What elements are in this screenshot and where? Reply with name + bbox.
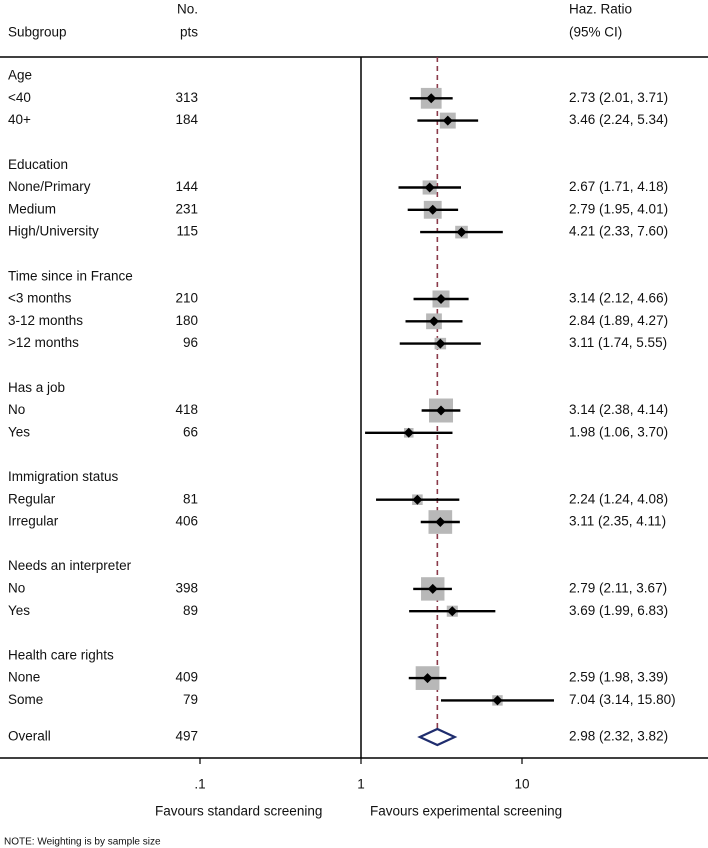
favours-standard-label: Favours standard screening bbox=[155, 804, 322, 819]
row-hr-text: 2.79 (1.95, 4.01) bbox=[569, 201, 668, 216]
row-label: 40+ bbox=[8, 112, 31, 127]
row-label: Yes bbox=[8, 424, 30, 439]
point-estimate bbox=[492, 695, 503, 706]
row-label: Some bbox=[8, 692, 43, 707]
point-estimate bbox=[403, 427, 414, 438]
row-n: 184 bbox=[175, 112, 198, 127]
row-n: 406 bbox=[175, 514, 198, 529]
row-hr-text: 1.98 (1.06, 3.70) bbox=[569, 424, 668, 439]
row-hr-text: 2.84 (1.89, 4.27) bbox=[569, 313, 668, 328]
point-estimate bbox=[426, 93, 437, 104]
header-n-line2: pts bbox=[180, 25, 198, 40]
row-label: <3 months bbox=[8, 291, 72, 306]
row-label: Medium bbox=[8, 201, 56, 216]
header-hr-line1: Haz. Ratio bbox=[569, 2, 632, 17]
row-n: 89 bbox=[183, 603, 198, 618]
group-title: Time since in France bbox=[8, 268, 133, 283]
row-label: None bbox=[8, 670, 40, 685]
point-estimate bbox=[442, 115, 453, 126]
row-label: 3-12 months bbox=[8, 313, 83, 328]
overall-hr-text: 2.98 (2.32, 3.82) bbox=[569, 729, 668, 744]
point-estimate bbox=[456, 227, 467, 238]
point-estimate bbox=[427, 583, 438, 594]
row-hr-text: 3.14 (2.12, 4.66) bbox=[569, 291, 668, 306]
row-hr-text: 2.79 (2.11, 3.67) bbox=[569, 580, 667, 595]
row-n: 409 bbox=[175, 670, 198, 685]
row-hr-text: 4.21 (2.33, 7.60) bbox=[569, 224, 668, 239]
row-n: 180 bbox=[175, 313, 198, 328]
point-estimate bbox=[424, 182, 435, 193]
row-n: 96 bbox=[183, 335, 198, 350]
row-hr-text: 7.04 (3.14, 15.80) bbox=[569, 692, 676, 707]
row-hr-text: 3.14 (2.38, 4.14) bbox=[569, 402, 668, 417]
point-estimate bbox=[436, 294, 447, 304]
overall-diamond bbox=[417, 727, 458, 747]
point-estimate bbox=[435, 338, 446, 349]
row-n: 313 bbox=[175, 90, 198, 105]
point-estimate bbox=[435, 517, 446, 527]
point-estimate bbox=[427, 204, 438, 215]
point-estimate bbox=[422, 673, 433, 684]
group-title: Has a job bbox=[8, 380, 65, 395]
row-n: 398 bbox=[175, 580, 198, 595]
favours-experimental-label: Favours experimental screening bbox=[370, 804, 562, 819]
row-label: High/University bbox=[8, 224, 99, 239]
footnote: NOTE: Weighting is by sample size bbox=[4, 837, 161, 848]
group-title: Age bbox=[8, 68, 32, 83]
row-label: Yes bbox=[8, 603, 30, 618]
overall-n: 497 bbox=[175, 729, 198, 744]
header-hr-line2: (95% CI) bbox=[569, 25, 622, 40]
row-label: None/Primary bbox=[8, 179, 91, 194]
row-n: 81 bbox=[183, 491, 198, 506]
row-label: >12 months bbox=[8, 335, 79, 350]
row-n: 79 bbox=[183, 692, 198, 707]
group-title: Health care rights bbox=[8, 647, 114, 662]
x-tick-label: 10 bbox=[514, 777, 529, 792]
row-n: 231 bbox=[175, 201, 198, 216]
row-label: Irregular bbox=[8, 514, 59, 529]
row-hr-text: 3.11 (1.74, 5.55) bbox=[569, 335, 667, 350]
row-n: 66 bbox=[183, 424, 198, 439]
row-hr-text: 3.46 (2.24, 5.34) bbox=[569, 112, 668, 127]
row-n: 210 bbox=[175, 291, 198, 306]
row-n: 115 bbox=[176, 224, 198, 239]
point-estimate bbox=[436, 405, 447, 416]
row-label: No bbox=[8, 580, 25, 595]
point-estimate bbox=[447, 606, 458, 617]
row-label: Regular bbox=[8, 491, 56, 506]
group-title: Education bbox=[8, 157, 68, 172]
point-estimate bbox=[412, 494, 423, 505]
row-label: <40 bbox=[8, 90, 31, 105]
row-hr-text: 3.69 (1.99, 6.83) bbox=[569, 603, 668, 618]
x-tick-label: .1 bbox=[194, 777, 205, 792]
row-hr-text: 3.11 (2.35, 4.11) bbox=[569, 514, 666, 529]
row-label: No bbox=[8, 402, 25, 417]
header-subgroup: Subgroup bbox=[8, 25, 67, 40]
row-hr-text: 2.73 (2.01, 3.71) bbox=[569, 90, 668, 105]
group-title: Immigration status bbox=[8, 469, 119, 484]
point-estimate bbox=[428, 316, 439, 327]
row-hr-text: 2.24 (1.24, 4.08) bbox=[569, 491, 668, 506]
row-hr-text: 2.67 (1.71, 4.18) bbox=[569, 179, 668, 194]
row-n: 144 bbox=[175, 179, 198, 194]
row-n: 418 bbox=[175, 402, 198, 417]
row-hr-text: 2.59 (1.98, 3.39) bbox=[569, 670, 668, 685]
overall-label: Overall bbox=[8, 729, 51, 744]
x-tick-label: 1 bbox=[357, 777, 365, 792]
header-n-line1: No. bbox=[177, 2, 198, 17]
group-title: Needs an interpreter bbox=[8, 558, 132, 573]
